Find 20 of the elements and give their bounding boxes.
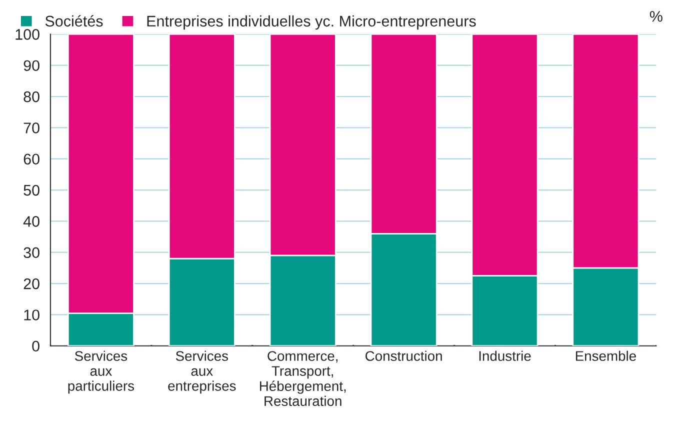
y-tick-label: 100 xyxy=(16,29,40,40)
y-axis-title: % xyxy=(650,11,662,22)
y-tick-label: 30 xyxy=(24,247,40,258)
x-tick-label: Commerce, Transport, Hébergement, Restauration xyxy=(260,351,346,406)
y-tick-label: 50 xyxy=(24,184,40,196)
x-tick-label: Services aux entreprises xyxy=(168,350,236,394)
y-tick-label: 20 xyxy=(24,278,40,290)
y-tick-label: 10 xyxy=(24,310,40,320)
y-tick-label: 60 xyxy=(24,154,40,165)
y-tick-label: 70 xyxy=(24,122,40,134)
y-tick-label: 80 xyxy=(24,91,40,102)
x-tick-label: Construction xyxy=(366,350,442,361)
x-tick-label: Services aux particuliers xyxy=(68,350,134,394)
legend-label: Sociétés xyxy=(45,15,103,27)
x-tick-label: Industrie xyxy=(479,350,531,361)
y-tick-label: 40 xyxy=(23,216,40,227)
x-tick-label: Ensemble xyxy=(576,350,636,361)
y-tick-label: 0 xyxy=(32,340,40,352)
legend-label: Entreprises individuelles yc. Micro-entrepreneurs xyxy=(147,15,476,30)
y-tick-label: 90 xyxy=(24,60,40,72)
